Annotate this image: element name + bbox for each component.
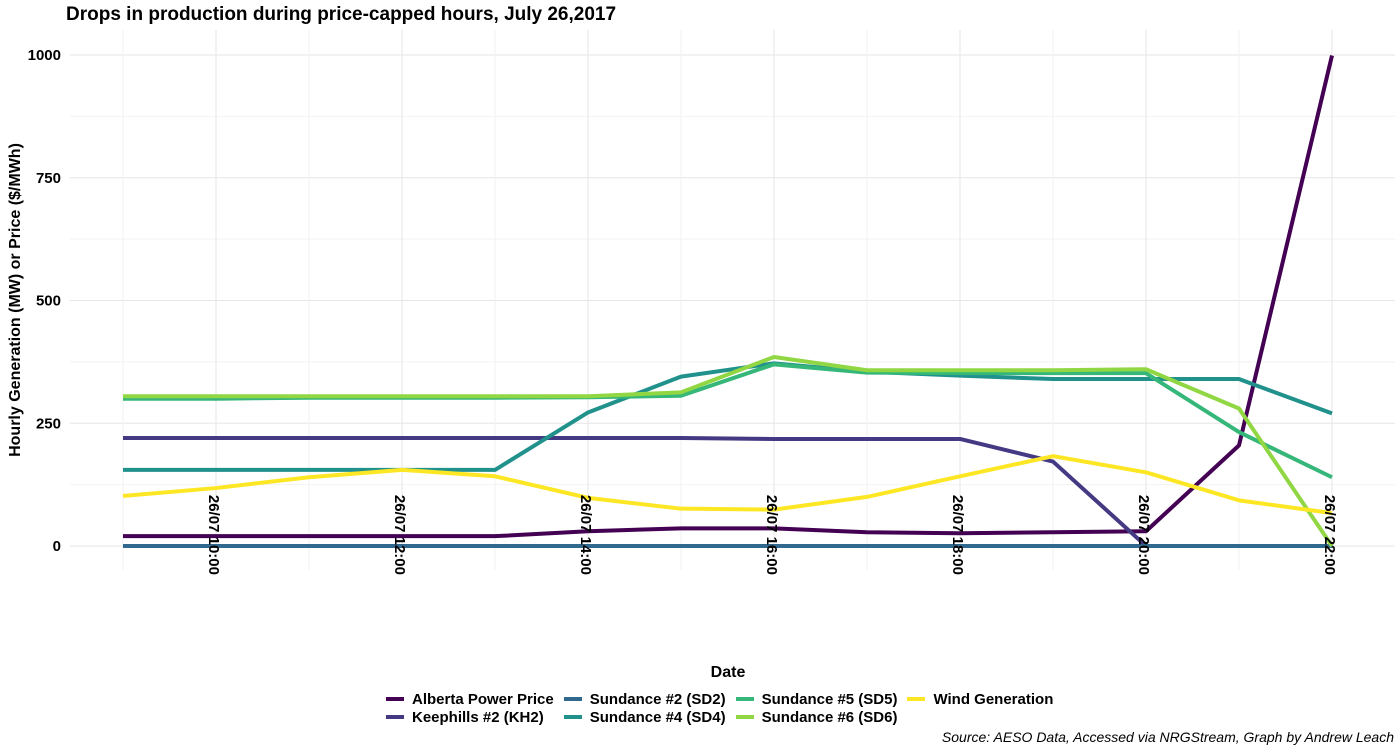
y-tick-label: 750 <box>36 170 61 187</box>
legend-label: Sundance #2 (SD2) <box>589 690 726 708</box>
legend-swatch <box>735 715 754 719</box>
y-axis-title: Hourly Generation (MW) or Price ($/MWh) <box>7 143 24 457</box>
legend-item: Alberta Power Price <box>386 690 554 708</box>
series-line-keephills-2-kh2 <box>123 435 1332 548</box>
series-line-sundance-6-sd6 <box>123 354 1334 548</box>
legend-swatch <box>907 697 926 701</box>
legend-item: Keephills #2 (KH2) <box>386 708 554 726</box>
legend-item: Sundance #5 (SD5) <box>735 690 898 708</box>
legend-label: Sundance #6 (SD6) <box>761 708 898 726</box>
x-tick-label: 26/07 18:00 <box>949 495 966 575</box>
legend-swatch <box>386 697 404 701</box>
y-tick-label: 500 <box>36 293 61 310</box>
series-line-sundance-4-sd4 <box>123 361 1333 472</box>
legend-item: Sundance #4 (SD4) <box>563 708 726 726</box>
legend-item: Sundance #6 (SD6) <box>735 708 898 726</box>
x-tick-label: 26/07 16:00 <box>763 495 780 575</box>
legend-item: Wind Generation <box>907 690 1053 708</box>
legend-label: Keephills #2 (KH2) <box>412 708 544 726</box>
x-axis-title: Date <box>711 664 746 681</box>
legend-label: Sundance #5 (SD5) <box>761 690 898 708</box>
chart-title: Drops in production during price-capped … <box>66 4 617 25</box>
legend-item: Sundance #2 (SD2) <box>563 690 726 708</box>
y-tick-label: 1000 <box>28 47 61 64</box>
axis-labels: 0 250 500 750 1000 26/07 10:00 26/07 12:00 26/0… <box>7 47 1338 681</box>
x-tick-label: 26/07 20:00 <box>1135 495 1152 575</box>
legend-swatch <box>563 697 582 701</box>
y-tick-label: 0 <box>53 538 61 555</box>
x-tick-label: 26/07 10:00 <box>205 495 222 575</box>
grid-lines <box>70 30 1395 570</box>
series-line-sundance-5-sd5 <box>123 362 1333 480</box>
series-line-wind-generation <box>122 454 1333 516</box>
series-line-alberta-power-price <box>123 55 1334 539</box>
source-caption: Source: AESO Data, Accessed via NRGStrea… <box>941 729 1394 745</box>
y-tick-label: 250 <box>36 415 61 432</box>
x-tick-label: 26/07 22:00 <box>1321 495 1338 575</box>
legend-swatch <box>386 715 404 719</box>
series-lines <box>122 55 1334 548</box>
legend-swatch <box>563 715 582 719</box>
x-tick-label: 26/07 12:00 <box>391 495 408 575</box>
legend-label: Wind Generation <box>933 690 1054 708</box>
x-tick-label: 26/07 14:00 <box>577 495 594 575</box>
legend-label: Alberta Power Price <box>412 690 554 708</box>
legend-swatch <box>735 697 754 701</box>
legend: Alberta Power Price Keephills #2 (KH2) Sun… <box>386 690 1053 726</box>
legend-label: Sundance #4 (SD4) <box>589 708 726 726</box>
